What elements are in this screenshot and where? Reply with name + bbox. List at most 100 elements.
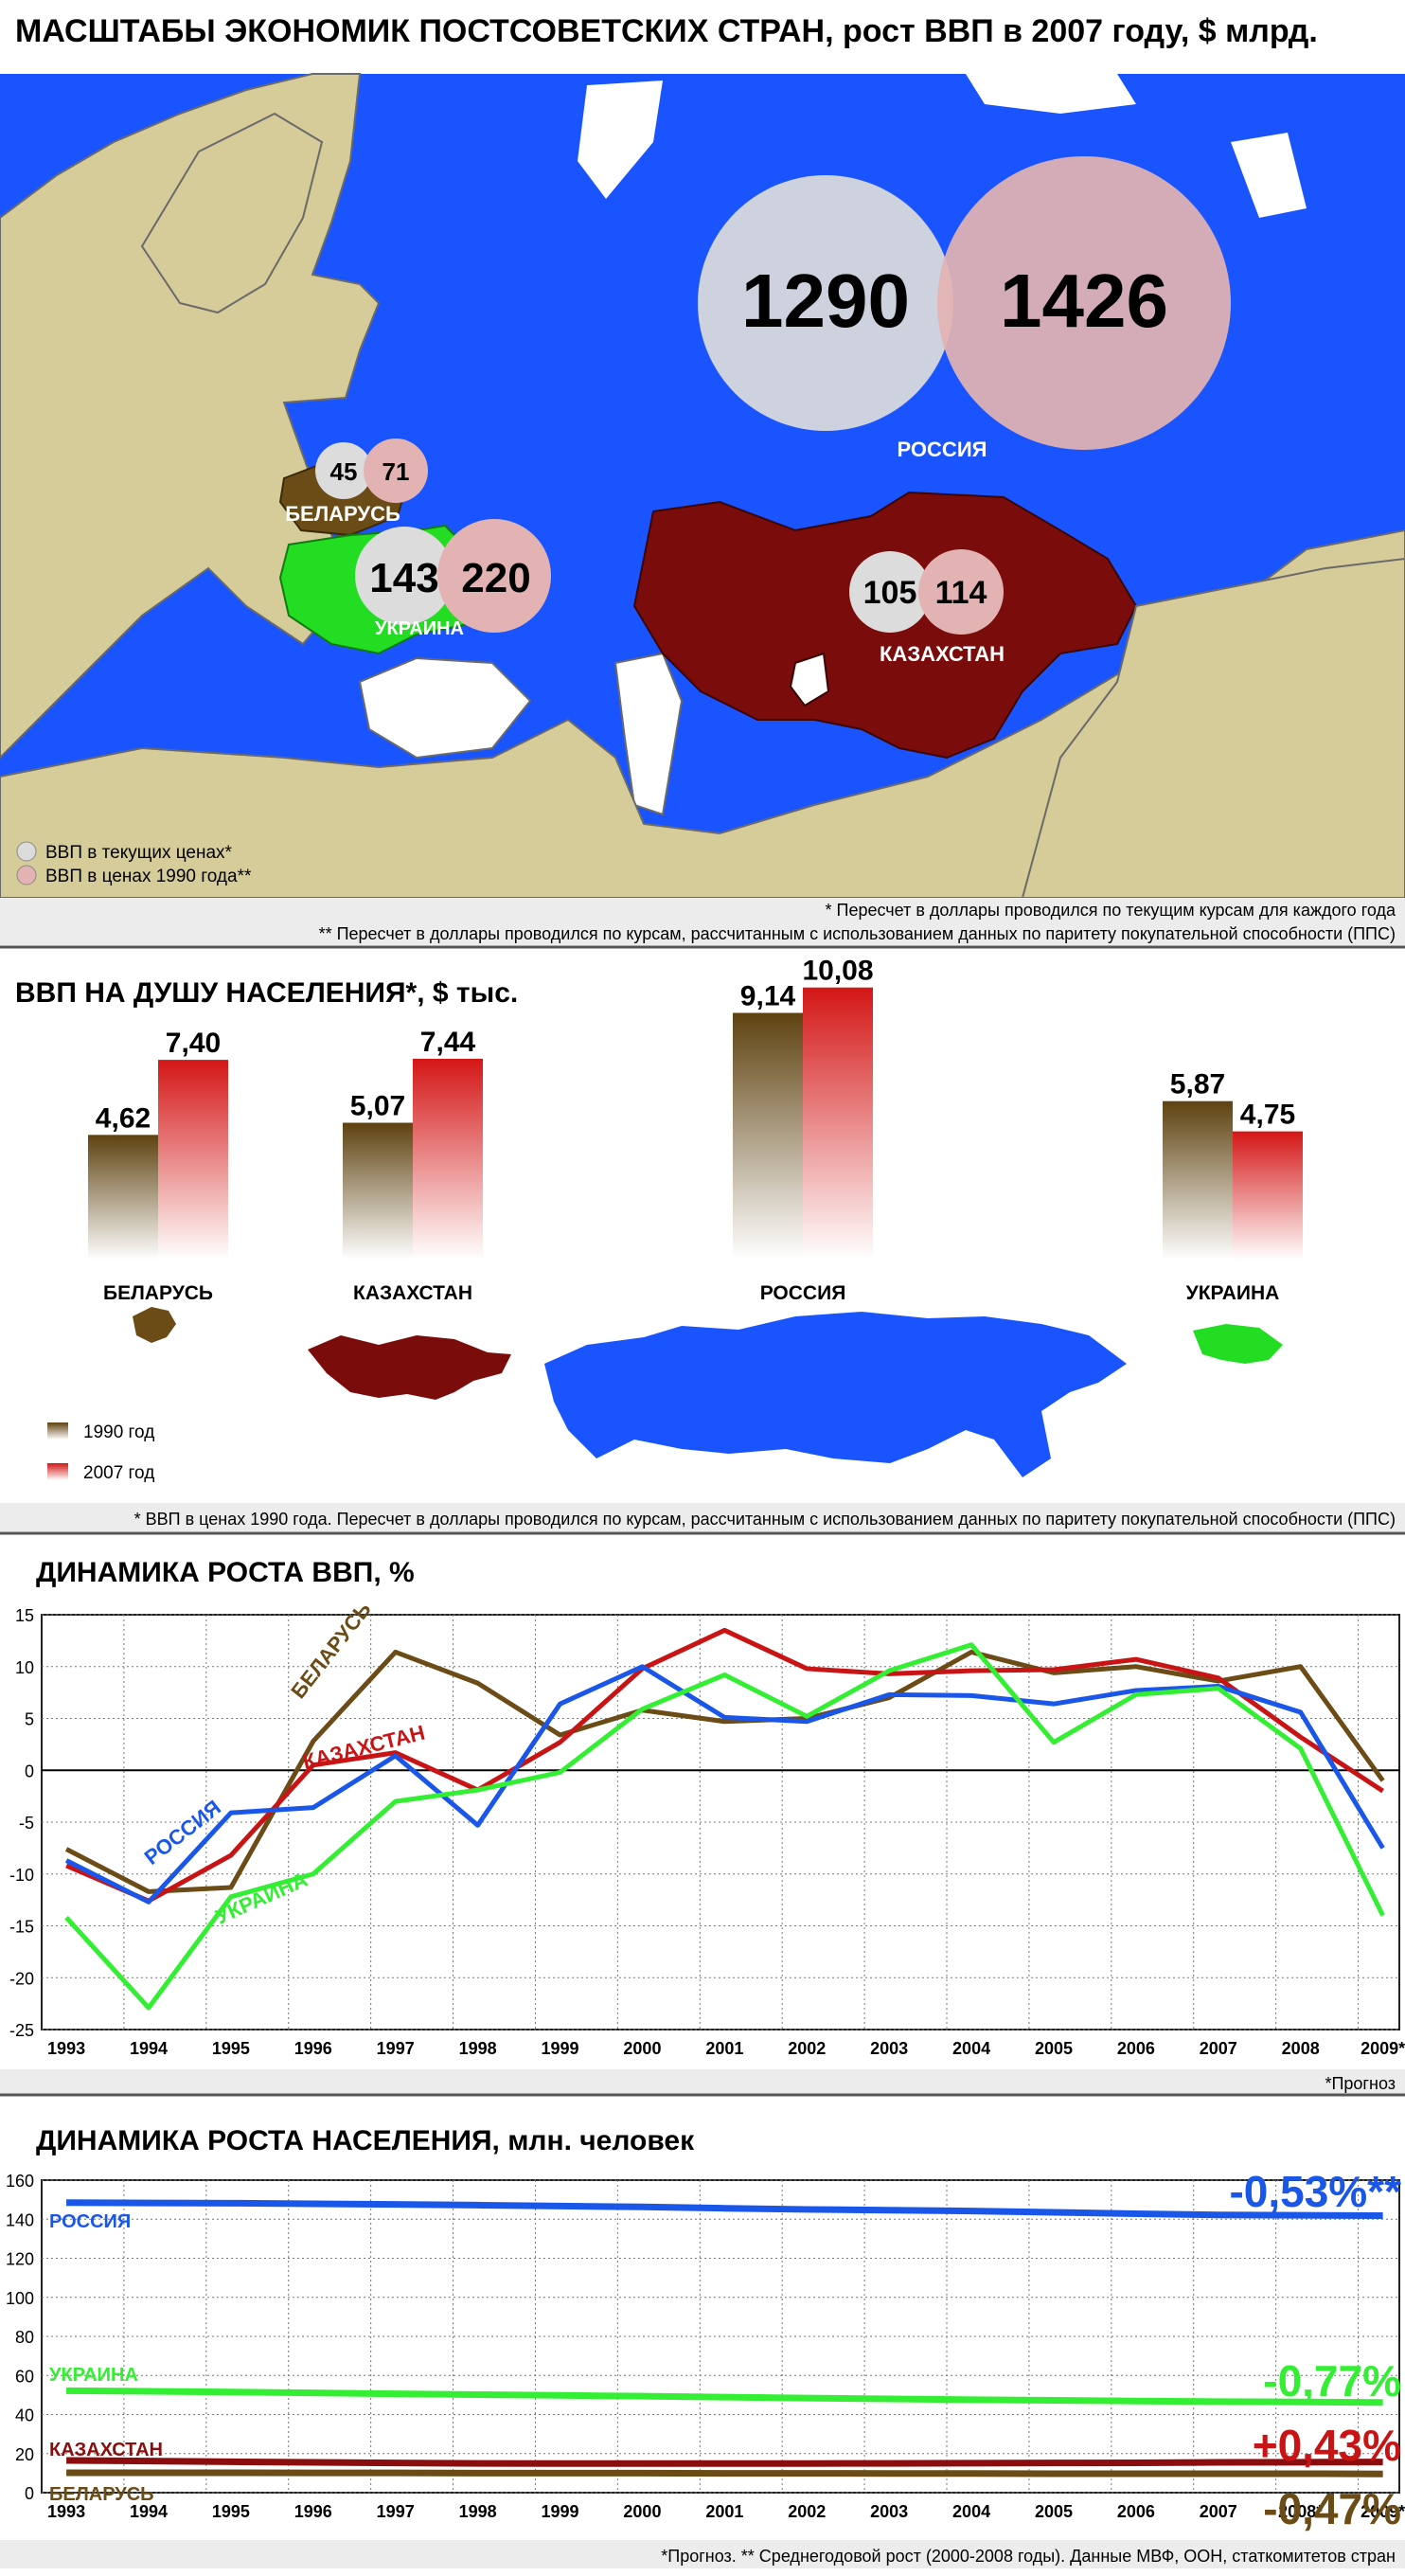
x-tick-label: 2004 <box>952 2502 990 2521</box>
x-tick-label: 2004 <box>952 2039 990 2058</box>
x-tick-label: 1996 <box>294 2502 332 2521</box>
y-tick-label: -10 <box>9 1866 34 1885</box>
y-tick-label: 160 <box>6 2172 34 2191</box>
bar-РОССИЯ-2007 год <box>803 987 873 1260</box>
y-tick-label: 120 <box>6 2250 34 2269</box>
legend-2007-color <box>47 1463 68 1480</box>
series-line-БЕЛАРУСЬ <box>66 2469 1383 2478</box>
kazakhstan-1990-bubble <box>918 549 1004 635</box>
bar-КАЗАХСТАН-2007 год <box>413 1058 483 1260</box>
bar-БЕЛАРУСЬ-1990 год <box>88 1135 158 1260</box>
x-tick-label: 2005 <box>1035 2502 1073 2521</box>
bar-value-label: 4,75 <box>1240 1100 1295 1131</box>
bar-value-label: 7,44 <box>420 1027 476 1058</box>
x-tick-label: 2008* <box>1278 2502 1323 2521</box>
bar-БЕЛАРУСЬ-2007 год <box>158 1060 228 1260</box>
legend-current-label: ВВП в текущих ценах* <box>45 843 233 863</box>
x-tick-label: 1999 <box>542 2502 579 2521</box>
legend-1990-color <box>47 1422 68 1440</box>
y-tick-label: 5 <box>25 1710 34 1729</box>
y-tick-label: -5 <box>19 1814 34 1833</box>
map-footnote-band <box>0 898 1405 945</box>
ukraine-map-label: УКРАИНА <box>375 618 464 639</box>
belarus-gdp-current: 45 <box>330 457 358 486</box>
x-tick-label: 2000 <box>623 2039 661 2058</box>
map-panel <box>0 73 1405 945</box>
population-series-labels: РОССИЯ УКРАИНА КАЗАХСТАН БЕЛАРУСЬ <box>49 2211 163 2505</box>
x-tick-label: 1995 <box>212 2502 250 2521</box>
legend-2007-year: 2007 год <box>83 1463 154 1483</box>
belarus-current-bubble <box>315 442 372 499</box>
map-caspian-sea <box>614 652 684 816</box>
population-chart: 160 140 120 100 80 60 40 20 0 1993 1994 1995 1996 199… <box>6 2172 1405 2521</box>
legend-1990-label: ВВП в ценах 1990 года** <box>45 867 252 886</box>
bar-РОССИЯ-1990 год <box>733 1012 803 1260</box>
map-bubble-ukraine: 143 220 УКРАИНА <box>355 519 551 639</box>
x-tick-label: 1997 <box>377 2039 415 2058</box>
ukraine-gdp-1990: 220 <box>461 555 530 601</box>
kazakhstan-map-label: КАЗАХСТАН <box>880 642 1005 666</box>
russia-current-bubble <box>698 175 953 431</box>
population-footnote: *Прогноз. ** Среднегодовой рост (2000-20… <box>661 2547 1396 2566</box>
series-line-УКРАИНА <box>64 1642 1385 2011</box>
y-tick-label: 0 <box>25 1762 34 1780</box>
legend-1990-swatch <box>16 865 37 886</box>
y-tick-label: 80 <box>15 2328 34 2347</box>
x-tick-label: 1998 <box>459 2039 497 2058</box>
bar-category-label: РОССИЯ <box>760 1282 846 1304</box>
ukraine-gdp-current: 143 <box>369 555 438 601</box>
pop-label-kazakhstan: КАЗАХСТАН <box>49 2440 163 2460</box>
map-land-scandinavia <box>140 112 324 314</box>
map-legend: ВВП в текущих ценах* ВВП в ценах 1990 го… <box>16 841 252 886</box>
map-black-sea <box>358 656 532 760</box>
bar-category-label: БЕЛАРУСЬ <box>103 1282 213 1304</box>
bar-value-label: 7,40 <box>166 1028 221 1059</box>
y-tick-label: -15 <box>9 1918 34 1937</box>
series-line-РОССИЯ <box>64 1664 1385 1905</box>
x-tick-label: 1997 <box>377 2502 415 2521</box>
y-tick-label: -25 <box>9 2021 34 2040</box>
gdp-label-ukraine: УКРАИНА <box>212 1868 311 1929</box>
x-tick-label: 2003 <box>870 2039 908 2058</box>
ukraine-1990-bubble <box>437 519 551 633</box>
x-tick-label: 2007 <box>1200 2502 1237 2521</box>
y-tick-label: 140 <box>6 2210 34 2229</box>
gdp-growth-title: ДИНАМИКА РОСТА ВВП, % <box>36 1557 415 1588</box>
russia-map-label: РОССИЯ <box>898 438 987 461</box>
y-tick-label: -20 <box>9 1969 34 1988</box>
population-title: ДИНАМИКА РОСТА НАСЕЛЕНИЯ, млн. человек <box>36 2125 695 2156</box>
pop-growth-russia: -0,53%** <box>1229 2167 1401 2216</box>
russia-1990-bubble <box>937 156 1231 450</box>
per-capita-legend: 1990 год 2007 год <box>47 1422 154 1483</box>
x-tick-label: 1999 <box>542 2039 579 2058</box>
series-line-БЕЛАРУСЬ <box>64 1649 1385 1894</box>
series-line-КАЗАХСТАН <box>66 2457 1383 2467</box>
y-tick-label: 20 <box>15 2445 34 2464</box>
x-tick-label: 2006 <box>1117 2039 1155 2058</box>
x-tick-label: 1998 <box>459 2502 497 2521</box>
kazakhstan-gdp-current: 105 <box>863 575 917 611</box>
map-island-1 <box>578 80 663 199</box>
pop-growth-kazakhstan: +0,43% <box>1253 2421 1401 2470</box>
x-tick-label: 1994 <box>130 2039 168 2058</box>
x-tick-label: 1993 <box>47 2039 85 2058</box>
kazakhstan-silhouette <box>308 1335 511 1400</box>
bar-value-label: 10,08 <box>802 956 873 987</box>
y-tick-label: 0 <box>25 2484 34 2503</box>
map-footnote-2: ** Пересчет в доллары проводился по курс… <box>319 924 1396 943</box>
x-tick-label: 2005 <box>1035 2039 1073 2058</box>
y-tick-label: 60 <box>15 2367 34 2386</box>
kazakhstan-gdp-1990: 114 <box>935 575 987 611</box>
map-bubble-russia: 1290 1426 РОССИЯ <box>698 156 1231 461</box>
x-tick-label: 2008 <box>1282 2039 1320 2058</box>
x-tick-label: 2009* <box>1361 2039 1405 2058</box>
bar-value-label: 5,87 <box>1170 1069 1225 1100</box>
bar-value-label: 9,14 <box>740 981 796 1012</box>
ukraine-current-bubble <box>355 527 454 625</box>
bar-КАЗАХСТАН-1990 год <box>343 1122 413 1260</box>
pop-growth-belarus: -0,47% <box>1263 2484 1401 2533</box>
population-growth-labels: -0,53%** -0,77% +0,43% -0,47% <box>1229 2167 1401 2533</box>
kazakhstan-current-bubble <box>849 551 931 633</box>
belarus-silhouette <box>133 1307 176 1343</box>
